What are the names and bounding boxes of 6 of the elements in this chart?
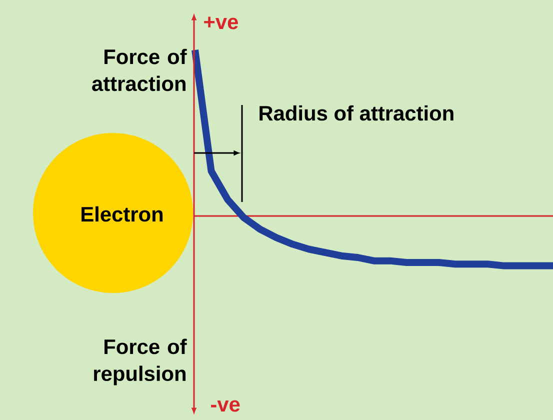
text: Electron xyxy=(82,206,163,222)
text: -ve xyxy=(211,400,240,412)
text: Force of attraction xyxy=(92,48,187,92)
annotation: Radius of attraction xyxy=(260,105,454,121)
text: Force of repulsion xyxy=(94,338,187,386)
text: +ve xyxy=(204,16,238,30)
